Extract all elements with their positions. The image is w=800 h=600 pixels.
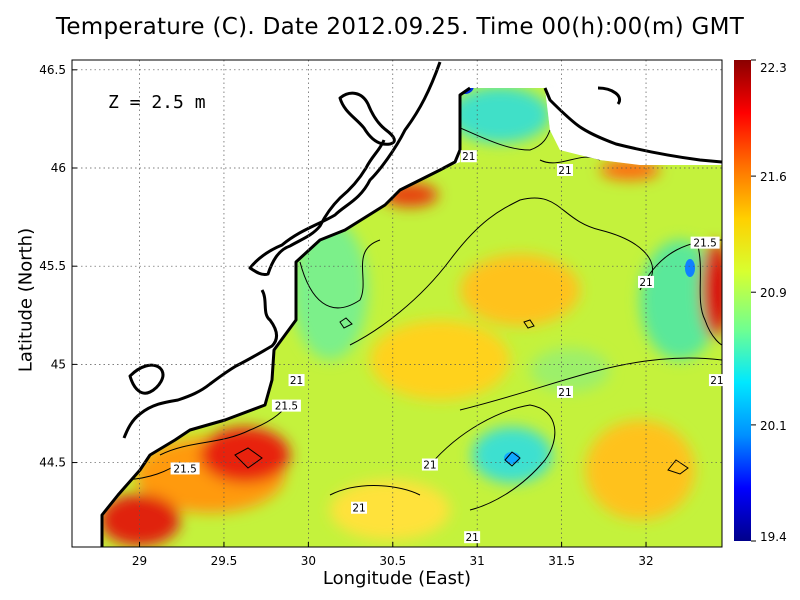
contour-small-loop <box>339 317 353 329</box>
x-tick-label: 32 <box>638 554 653 568</box>
x-axis-ticks: 29 29.5 30 30.5 31 31.5 32 <box>132 542 654 568</box>
y-tick-label: 46.5 <box>39 63 66 77</box>
warm-patch-center <box>370 320 510 400</box>
cool-patch-north <box>450 87 550 143</box>
y-tick-label: 45.5 <box>39 259 66 273</box>
contour-21-west <box>299 239 381 309</box>
cool-patch-center <box>530 348 610 392</box>
contour-21-south <box>329 485 421 496</box>
warm-patch-south <box>330 480 450 540</box>
map-title: Temperature (C). Date 2012.09.25. Time 0… <box>55 14 745 40</box>
y-tick-label: 44.5 <box>39 456 66 470</box>
x-tick-label: 29.5 <box>211 554 238 568</box>
svg-text:21: 21 <box>352 503 365 515</box>
contour-cold-spot-loop <box>504 451 521 467</box>
contour-label: 21 <box>421 458 438 472</box>
sea-temperature-field <box>100 78 722 547</box>
contour-labels: 21 21 21.5 21 21 21.5 21 21 21 21.5 21 21 <box>170 150 725 544</box>
contour-label: 21 <box>556 385 573 399</box>
depth-label: Z = 2.5 m <box>108 92 206 113</box>
svg-text:21: 21 <box>558 387 571 399</box>
contour-21-central <box>459 357 722 411</box>
contour-label: 21.5 <box>170 462 200 475</box>
mainland-coastline <box>100 86 471 547</box>
colorbar: 22.3 21.6 20.9 20.1 19.4 <box>734 59 787 544</box>
warm-patch-center-north <box>460 254 580 326</box>
coastline-north-east <box>543 87 722 164</box>
contour-small-loop-center <box>523 319 535 329</box>
svg-text:21: 21 <box>639 277 652 289</box>
contour-label: 21 <box>638 275 655 289</box>
contour-label: 21 <box>288 374 305 387</box>
contour-21-southeast-loop <box>667 459 689 475</box>
svg-text:21.5: 21.5 <box>275 401 298 413</box>
x-tick-label: 31.5 <box>548 554 575 568</box>
y-tick-label: 46 <box>51 161 66 175</box>
colorbar-tick-label: 20.1 <box>760 419 787 433</box>
svg-text:21: 21 <box>558 165 571 177</box>
y-axis-ticks: 44.5 45 45.5 46 46.5 <box>39 63 77 470</box>
contour-21-middle <box>349 197 653 346</box>
contour-21-south-center <box>429 404 556 511</box>
svg-text:21: 21 <box>710 375 723 387</box>
coastline-north-west <box>248 61 442 276</box>
colorbar-ticks: 22.3 21.6 20.9 20.1 19.4 <box>751 59 787 544</box>
contour-21-north <box>439 119 551 151</box>
contour-label: 21 <box>708 374 725 387</box>
colorbar-tick-label: 22.3 <box>760 61 787 75</box>
contour-label: 21 <box>351 501 368 515</box>
svg-text:21: 21 <box>290 375 303 387</box>
svg-text:21: 21 <box>465 532 478 544</box>
hot-patch-southwest <box>200 427 290 483</box>
contour-label: 21.5 <box>690 236 720 250</box>
contour-label: 21 <box>464 531 481 544</box>
hot-patch-west-coast <box>100 494 180 546</box>
y-tick-label: 45 <box>51 357 66 371</box>
warm-patch-southeast <box>585 420 695 520</box>
cold-spot-east <box>685 259 695 277</box>
colorbar-tick-label: 20.9 <box>760 286 787 300</box>
land-area <box>72 60 722 547</box>
contour-label: 21 <box>556 163 573 177</box>
svg-text:21: 21 <box>462 151 475 163</box>
plot-frame <box>71 59 723 548</box>
svg-text:21.5: 21.5 <box>173 463 196 475</box>
island-small <box>597 86 621 105</box>
x-tick-label: 30 <box>301 554 316 568</box>
x-tick-label: 30.5 <box>379 554 406 568</box>
svg-text:21: 21 <box>423 460 436 472</box>
grid-lines <box>72 60 722 547</box>
colorbar-tick-label: 21.6 <box>760 170 787 184</box>
estuary-lake <box>128 363 165 395</box>
x-tick-label: 29 <box>132 554 147 568</box>
contour-21.5-southwest-inner <box>234 447 263 469</box>
x-tick-label: 31 <box>470 554 485 568</box>
danube-delta-outline <box>122 289 278 439</box>
colorbar-tick-label: 19.4 <box>760 530 787 544</box>
contour-21.5-east <box>696 241 722 346</box>
y-axis-label: Latitude (North) <box>15 227 37 373</box>
x-axis-label: Longitude (East) <box>322 568 472 589</box>
lagoon-north <box>338 91 396 146</box>
svg-text:21.5: 21.5 <box>693 238 716 250</box>
contour-label: 21.5 <box>271 399 301 413</box>
contour-label: 21 <box>460 150 477 163</box>
hot-patch-east <box>701 242 722 338</box>
colorbar-bar <box>734 60 751 541</box>
coastline <box>72 60 722 547</box>
